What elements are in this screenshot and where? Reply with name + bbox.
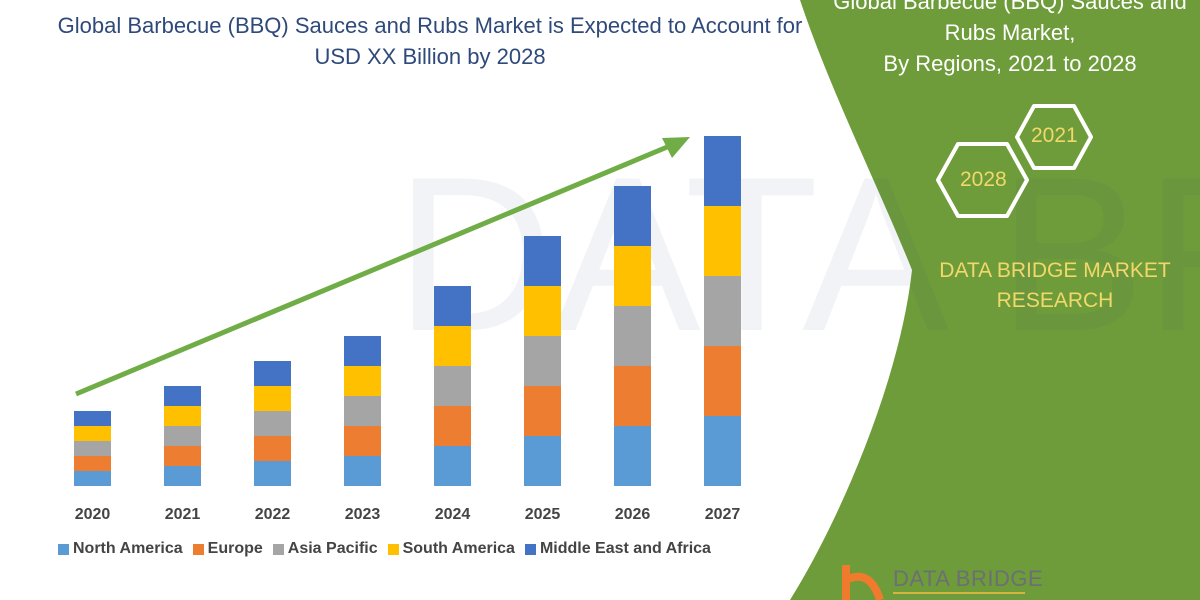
bar-2025-middle-east-and-africa <box>524 236 561 286</box>
bar-2020-north-america <box>74 471 111 486</box>
x-tick-label: 2021 <box>165 506 201 523</box>
svg-text:DATA BRIDGE: DATA BRIDGE <box>395 131 1200 377</box>
bar-2025-asia-pacific <box>524 336 561 386</box>
hex-label-2021: 2021 <box>1031 124 1078 147</box>
legend-label: Europe <box>207 540 263 557</box>
legend-item: Asia Pacific <box>272 540 378 558</box>
bar-2026-south-america <box>614 246 651 306</box>
legend-label: Asia Pacific <box>287 540 378 557</box>
legend-swatch <box>58 543 69 555</box>
bar-2022-north-america <box>254 461 291 486</box>
brand-line2: RESEARCH <box>996 289 1114 312</box>
bar-2023-asia-pacific <box>344 396 381 426</box>
bar-2027-europe <box>704 346 741 416</box>
bar-2024-europe <box>434 406 471 446</box>
brand-text: DATA BRIDGE MARKET RESEARCH <box>880 256 1200 316</box>
bar-2025-south-america <box>524 286 561 336</box>
hexagon-2021-icon <box>1015 104 1093 170</box>
x-tick-label: 2020 <box>75 506 111 523</box>
legend-swatch <box>524 543 536 555</box>
x-tick-label: 2023 <box>345 506 381 523</box>
bar-2026-asia-pacific <box>614 306 651 366</box>
legend-swatch <box>387 543 399 555</box>
hexagon-2028-icon <box>936 142 1029 218</box>
bar-2026-north-america <box>614 426 651 486</box>
bar-2024-asia-pacific <box>434 366 471 406</box>
bar-2020-south-america <box>74 426 111 441</box>
bar-2027-middle-east-and-africa <box>704 136 741 206</box>
legend-label: South America <box>402 540 515 557</box>
x-tick-label: 2025 <box>525 506 561 523</box>
x-tick-label: 2024 <box>435 506 471 523</box>
hex-label-2028: 2028 <box>960 168 1007 191</box>
bar-2021-middle-east-and-africa <box>164 386 201 406</box>
chart-title: Global Barbecue (BBQ) Sauces and Rubs Ma… <box>57 13 803 69</box>
bar-2024-south-america <box>434 326 471 366</box>
bar-2026-europe <box>614 366 651 426</box>
bar-2023-south-america <box>344 366 381 396</box>
bar-2027-asia-pacific <box>704 276 741 346</box>
logo-icon <box>842 565 884 600</box>
legend-label: North America <box>73 540 183 557</box>
legend-swatch <box>272 543 284 555</box>
bar-2023-north-america <box>344 456 381 486</box>
side-title-line3: By Regions, 2021 to 2028 <box>883 51 1137 76</box>
side-title-line1: Global Barbecue (BBQ) Sauces and <box>833 0 1187 14</box>
trend-arrow <box>75 137 690 397</box>
bar-2022-middle-east-and-africa <box>254 361 291 386</box>
side-panel-background <box>790 0 1200 600</box>
brand-line1: DATA BRIDGE MARKET <box>939 259 1171 282</box>
x-tick-label: 2026 <box>615 506 651 523</box>
legend-item: South America <box>387 540 515 558</box>
bar-2022-south-america <box>254 386 291 411</box>
bar-2027-south-america <box>704 206 741 276</box>
watermark: DATA BRIDGE <box>395 131 1200 377</box>
bar-2023-middle-east-and-africa <box>344 336 381 366</box>
side-title-line2: Rubs Market, <box>944 20 1076 45</box>
bar-2021-north-america <box>164 466 201 486</box>
bar-2025-north-america <box>524 436 561 486</box>
bar-2020-middle-east-and-africa <box>74 411 111 426</box>
legend-swatch <box>192 543 204 555</box>
x-tick-label: 2027 <box>705 506 741 523</box>
bar-2023-europe <box>344 426 381 456</box>
bar-2027-north-america <box>704 416 741 486</box>
legend-item: Europe <box>192 540 263 558</box>
bar-2026-middle-east-and-africa <box>614 186 651 246</box>
bar-2021-south-america <box>164 406 201 426</box>
bar-2024-middle-east-and-africa <box>434 286 471 326</box>
bar-2020-asia-pacific <box>74 441 111 456</box>
bar-2025-europe <box>524 386 561 436</box>
bar-2024-north-america <box>434 446 471 486</box>
legend-item: Middle East and Africa <box>524 540 711 558</box>
bar-2021-europe <box>164 446 201 466</box>
logo-text: DATA BRIDGE <box>893 566 1044 591</box>
side-panel-title: Global Barbecue (BBQ) Sauces and Rubs Ma… <box>820 0 1200 79</box>
legend-item: North America <box>58 540 183 558</box>
bar-2020-europe <box>74 456 111 471</box>
x-tick-label: 2022 <box>255 506 291 523</box>
bar-2021-asia-pacific <box>164 426 201 446</box>
bar-2022-asia-pacific <box>254 411 291 436</box>
bar-2022-europe <box>254 436 291 461</box>
legend-label: Middle East and Africa <box>539 540 711 557</box>
legend: North America Europe Asia Pacific South Ame… <box>58 540 711 558</box>
